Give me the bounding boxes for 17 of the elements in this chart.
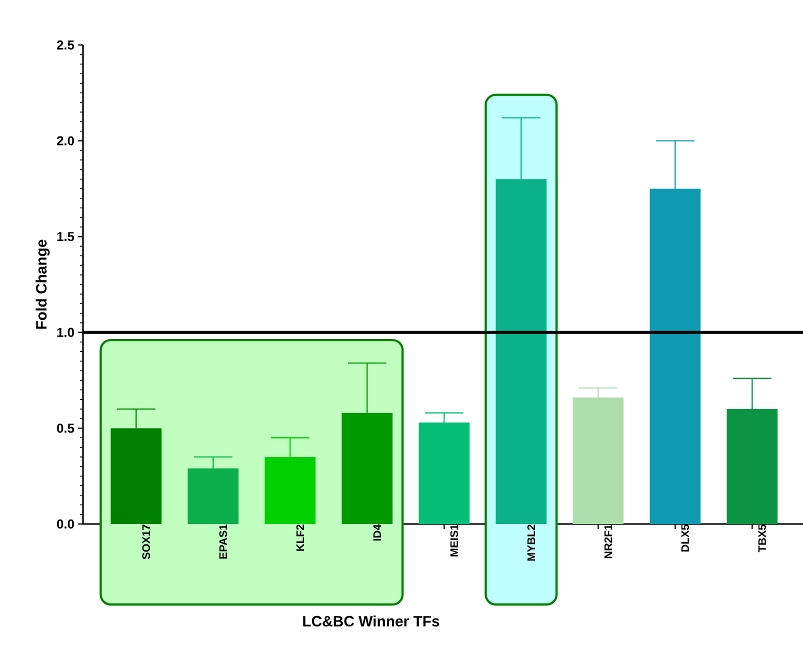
y-tick-label: 1.5 xyxy=(57,232,74,242)
y-axis-title: Fold Change xyxy=(36,240,50,329)
x-tick-label: KLF2 xyxy=(296,524,304,551)
y-tick-label: 1.0 xyxy=(57,328,74,337)
x-tick-label: TBX5 xyxy=(758,524,766,552)
y-tick-label: 0.5 xyxy=(57,424,74,433)
x-tick-label: MYBL2 xyxy=(527,524,535,561)
x-axis-title: LC&BC Winner TFs xyxy=(303,616,440,626)
x-tick-label: EPAS1 xyxy=(219,524,228,559)
y-tick-label: 2.0 xyxy=(56,136,74,146)
x-tick-label: NR2F1 xyxy=(604,524,612,558)
x-tick-label: MEIS1 xyxy=(450,524,458,556)
x-tick-label: ID4 xyxy=(373,524,381,541)
x-tick-label: DLX5 xyxy=(681,524,689,552)
y-tick-label: 0.0 xyxy=(57,519,74,529)
y-tick-label: 2.5 xyxy=(56,40,74,50)
x-tick-label: SOX17 xyxy=(142,524,150,560)
